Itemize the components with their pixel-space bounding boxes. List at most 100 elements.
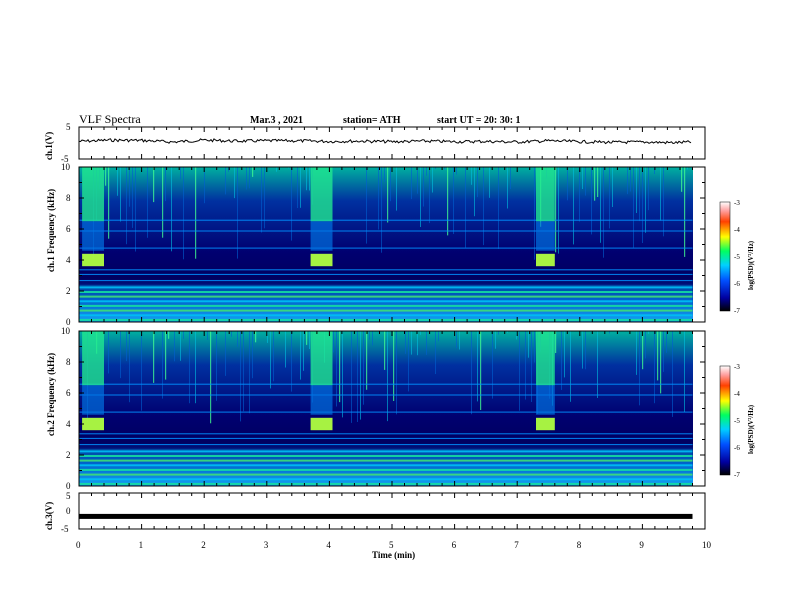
p2-sferic-stripe xyxy=(204,167,205,204)
ch1-ytick-10: 10 xyxy=(61,162,71,172)
p3-sferic-stripe xyxy=(189,331,190,404)
p3-sferic-stripe xyxy=(243,331,244,412)
p3-sferic-stripe xyxy=(561,331,562,390)
p3-sferic-stripe xyxy=(291,331,292,392)
p3-low-frequency-fill xyxy=(79,448,693,486)
p3-sferic-stripe xyxy=(411,331,412,355)
p3-sferic-stripe xyxy=(306,331,308,345)
ch1-waveform-ticks xyxy=(78,127,706,159)
p3-sferic-stripe xyxy=(492,331,493,399)
p2-frequency-band xyxy=(79,295,693,298)
p2-sferic-stripe xyxy=(147,167,148,238)
p3-sferic-stripe xyxy=(642,331,644,370)
ch3-ytick-5: 5 xyxy=(66,491,71,501)
p2-sferic-stripe xyxy=(627,167,628,195)
p3-sferic-stripe xyxy=(342,331,343,418)
time-axis-tick-label: 8 xyxy=(577,540,582,550)
p3-sferic-stripe xyxy=(585,331,586,370)
p2-sferic-stripe xyxy=(477,167,478,198)
p3-sferic-stripe xyxy=(426,331,427,355)
p2-sferic-stripe xyxy=(396,167,397,211)
ch1-waveform-trace xyxy=(78,138,692,145)
p3-sferic-stripe xyxy=(210,331,212,424)
p3-sferic-stripe xyxy=(528,331,529,358)
p2-sferic-stripe xyxy=(474,167,475,217)
p3-sferic-stripe xyxy=(639,331,640,406)
ch3-ytick-neg5: -5 xyxy=(61,524,69,534)
p3-burst-core xyxy=(536,417,555,431)
p3-frequency-band xyxy=(79,383,693,385)
p3-sferic-stripe xyxy=(303,331,304,371)
p3-sferic-stripe xyxy=(507,331,508,333)
p3-burst-upper xyxy=(536,331,555,386)
p3-sferic-stripe xyxy=(471,331,472,415)
p2-sferic-stripe xyxy=(663,167,664,237)
p2-sferic-stripe xyxy=(387,167,389,223)
ch2-colorbar-tick-neg6: -6 xyxy=(734,444,740,452)
ch2-ytick-4: 4 xyxy=(66,419,71,429)
p3-sferic-stripe xyxy=(252,331,253,379)
ch2-ytick-0: 0 xyxy=(66,481,71,491)
p3-sferic-stripe xyxy=(384,331,386,370)
p3-burst-middle xyxy=(82,385,104,415)
p2-sferic-stripe xyxy=(117,167,118,196)
p3-sferic-stripe xyxy=(498,331,499,335)
p3-burst-upper xyxy=(310,331,333,386)
ch2-colorbar-gradient xyxy=(719,365,731,476)
p2-sferic-stripe xyxy=(429,167,430,224)
p3-sferic-stripe xyxy=(654,331,655,404)
p2-sferic-stripe xyxy=(603,167,604,258)
p3-sferic-stripe xyxy=(609,331,610,334)
p2-sferic-stripe xyxy=(498,167,499,249)
header-start-time: start UT = 20: 30: 1 xyxy=(437,115,521,126)
p3-sferic-stripe xyxy=(285,331,286,368)
p3-sferic-stripe xyxy=(267,331,268,343)
p2-sferic-stripe xyxy=(246,167,247,190)
p2-sferic-stripe xyxy=(264,167,265,229)
p3-sferic-stripe xyxy=(636,331,637,375)
ch2-ytick-10: 10 xyxy=(61,326,71,336)
p2-sferic-stripe xyxy=(456,167,457,175)
p2-sferic-stripe xyxy=(300,167,301,208)
p2-sferic-stripe xyxy=(225,167,226,195)
p2-low-frequency-fill xyxy=(79,284,693,322)
p3-frequency-band xyxy=(79,464,693,467)
p2-sferic-stripe xyxy=(291,167,292,241)
p2-frequency-band xyxy=(79,304,693,307)
ch2-colorbar-tick-neg3: -3 xyxy=(734,363,740,371)
p2-burst-middle xyxy=(82,221,104,251)
ch2-colorbar-tick-neg7: -7 xyxy=(734,471,740,479)
ch1-ytick-4: 4 xyxy=(66,255,71,265)
p3-sferic-stripe xyxy=(405,331,406,354)
p3-sferic-stripe xyxy=(153,331,155,383)
p2-sferic-stripe xyxy=(153,167,155,203)
p3-burst-middle xyxy=(536,385,555,415)
p3-sferic-stripe xyxy=(645,331,646,359)
p3-sferic-stripe xyxy=(396,331,397,415)
p3-sferic-stripe xyxy=(237,331,238,347)
p2-sferic-stripe xyxy=(108,167,110,239)
p3-sferic-stripe xyxy=(309,331,310,349)
p3-sferic-stripe xyxy=(180,331,181,361)
p3-sferic-stripe xyxy=(657,331,659,381)
p2-sferic-stripe xyxy=(276,167,277,172)
p2-sferic-stripe xyxy=(435,167,436,169)
p3-sferic-stripe xyxy=(129,331,130,403)
p3-sferic-stripe xyxy=(387,331,388,422)
time-axis-tick-label: 4 xyxy=(326,540,331,550)
p2-burst-core xyxy=(82,253,104,267)
p3-sferic-stripe xyxy=(672,331,673,417)
p2-sferic-stripe xyxy=(597,167,599,197)
ch2-spectrogram-bands xyxy=(79,383,693,486)
p2-sferic-stripe xyxy=(567,167,568,201)
p2-sferic-stripe xyxy=(297,167,298,208)
ch2-spectrogram-bursts xyxy=(82,331,555,431)
ch1-ytick-0: 0 xyxy=(66,317,71,327)
p3-sferic-stripe xyxy=(495,331,496,349)
p3-frequency-band xyxy=(79,394,693,396)
p3-sferic-stripe xyxy=(534,331,535,363)
p2-sferic-stripe xyxy=(180,167,181,180)
p2-sferic-stripe xyxy=(384,167,385,182)
ch1-spectrogram-bursts xyxy=(82,167,555,267)
p3-frequency-band xyxy=(79,473,693,476)
